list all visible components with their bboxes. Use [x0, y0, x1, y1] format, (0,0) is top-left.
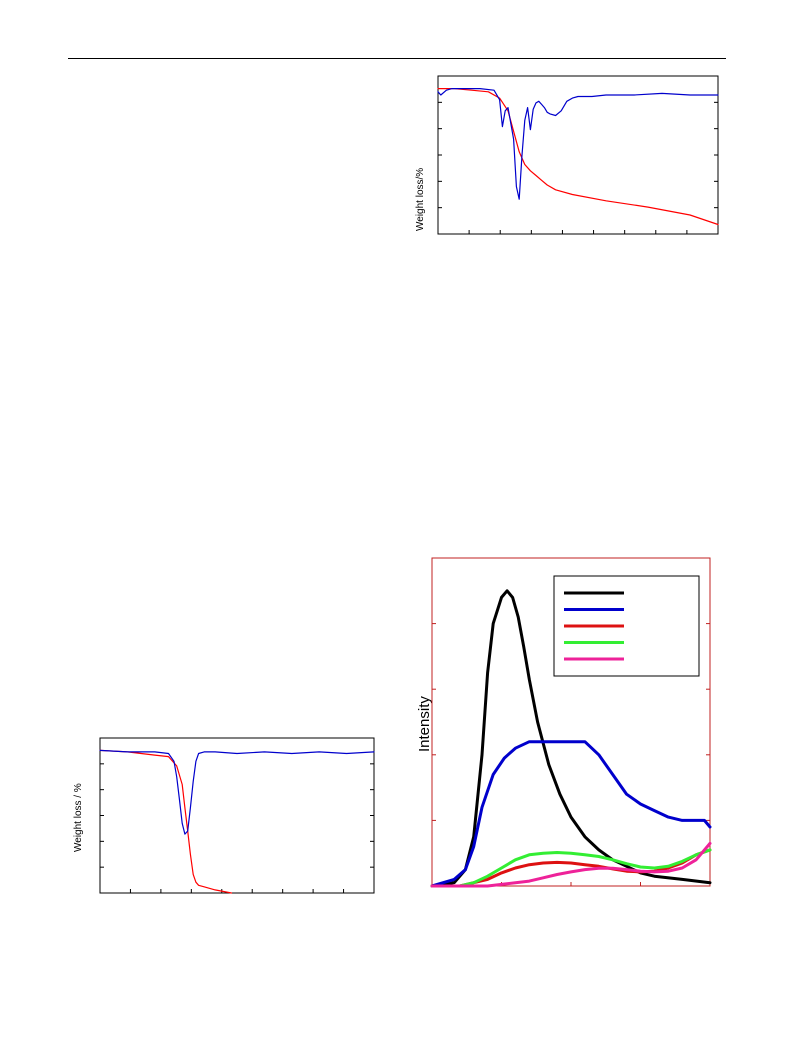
series-line-5 [430, 841, 712, 888]
intensity-chart: Intensity [416, 557, 712, 888]
series-line-1 [430, 589, 712, 888]
plot-area [430, 557, 712, 888]
plot-frame [437, 75, 719, 235]
series-line-4 [430, 848, 712, 888]
y-axis-label: Intensity [416, 696, 433, 752]
plot-frame [99, 737, 375, 894]
series-line-1 [437, 88, 719, 226]
series-line-2 [99, 749, 375, 835]
series-line-2 [430, 740, 712, 888]
series-line-1 [99, 749, 233, 894]
series-line-3 [430, 848, 712, 888]
page-header-rule [68, 58, 726, 59]
y-axis-label: Weight loss / % [73, 783, 84, 852]
plot-area [99, 737, 375, 894]
series-line-2 [437, 88, 719, 200]
tg-dtg-top-chart: Weight loss/% [415, 75, 719, 235]
y-axis-label: Weight loss/% [415, 168, 426, 231]
plot-area [437, 75, 719, 235]
tg-dtg-bottom-left-chart: Weight loss / % [73, 737, 375, 894]
